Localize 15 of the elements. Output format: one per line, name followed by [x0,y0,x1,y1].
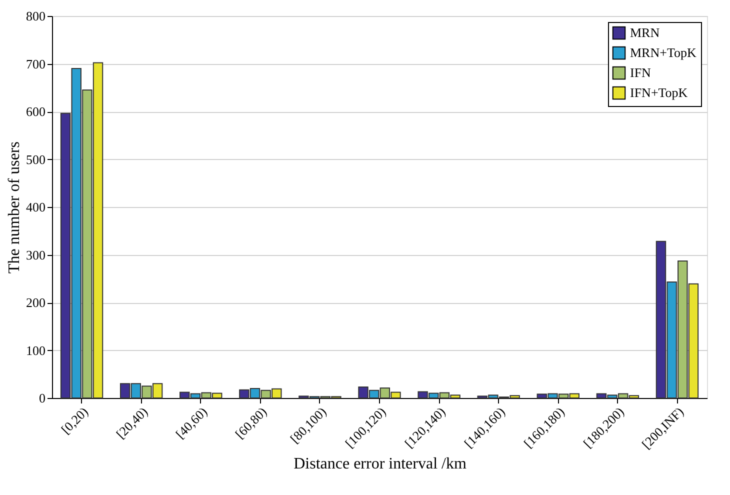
legend-label: MRN [630,25,660,40]
y-tick-label: 100 [26,342,46,358]
y-axis-title: The number of users [6,142,23,274]
x-axis-title: Distance error interval /km [294,456,467,473]
y-tick-label: 800 [26,8,46,24]
y-tick-label: 600 [26,104,46,119]
y-tick-label: 300 [26,247,46,262]
legend-label: IFN+TopK [630,85,688,100]
y-tick-label: 500 [26,152,46,167]
y-tick-label: 700 [26,56,46,72]
y-tick-label: 400 [26,200,46,214]
y-tick-label: 0 [39,390,46,406]
y-tick-label: 200 [26,295,46,310]
legend-label: IFN [630,65,652,80]
legend-label: MRN+TopK [630,45,697,60]
